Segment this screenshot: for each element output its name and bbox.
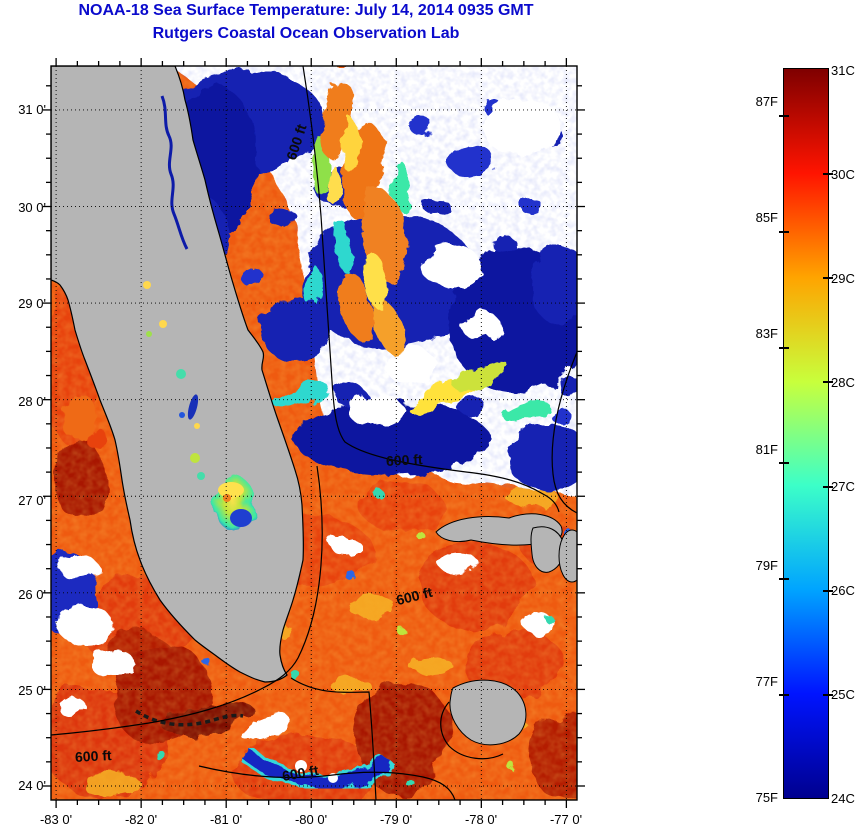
colorbar-c-label: 30C [831,167,855,182]
bahama-banks [435,513,577,746]
contour-label-600ft: 600 ft [74,747,112,765]
map-image-layers [51,66,577,800]
st-johns-river [160,95,189,250]
colorbar-tick-f [779,693,789,696]
colorbar-c-label: 24C [831,791,855,806]
colorbar-f-label: 79F [755,558,778,573]
x-tick-label: -83 0' [39,812,73,827]
ne-color-streaks [271,83,550,421]
colorbar-tick-c [823,693,833,696]
colorbar-f-label: 77F [755,674,778,689]
page-subtitle: Rutgers Coastal Ocean Observation Lab [152,25,460,42]
colorbar-c-label: 29C [831,271,855,286]
colorbar-tick-f [779,462,789,465]
colorbar-tick-f [779,346,789,349]
colorbar-f-label: 83F [755,326,778,341]
x-tick-label: -77 0' [549,812,583,827]
y-tick-label: 28 0' [18,394,46,409]
colorbar-c-label: 28C [831,375,855,390]
colorbar-tick-c [823,277,833,280]
florida-keys [135,709,244,727]
sst-map-svg [43,58,585,808]
y-tick-label: 31 0' [18,102,46,117]
x-tick-label: -78 0' [464,812,498,827]
colorbar-f-label: 81F [755,442,778,457]
contour-label-600ft: 600 ft [385,451,423,469]
x-tick-label: -80 0' [294,812,328,827]
colorbar-tick-f [779,230,789,233]
colorbar-tick-f [779,115,789,118]
y-tick-label: 30 0' [18,200,46,215]
colorbar-tick-f [779,578,789,581]
colorbar-tick-c [823,173,833,176]
colorbar-f-label: 75F [755,790,778,805]
inland-lakes [143,281,205,480]
depth-contours [51,66,577,800]
axes-box [50,65,578,801]
south-clouds-and-specks [51,491,575,788]
colorbar-c-label: 25C [831,687,855,702]
x-tick-label: -82 0' [124,812,158,827]
y-tick-label: 27 0' [18,493,46,508]
colorbar-tick-c [823,381,833,384]
colorbar-tick-c [823,589,833,592]
colorbar-c-label: 26C [831,583,855,598]
page-title: NOAA-18 Sea Surface Temperature: July 14… [78,2,534,19]
colorbar-c-label: 31C [831,63,855,78]
x-tick-label: -79 0' [379,812,413,827]
y-tick-label: 26 0' [18,587,46,602]
colorbar-f-label: 87F [755,94,778,109]
map-clip-group [51,66,577,800]
lake-okeechobee [214,477,256,531]
colorbar-tick-c [823,485,833,488]
sst-map [41,56,587,810]
x-tick-label: -81 0' [209,812,243,827]
colorbar-c-label: 27C [831,479,855,494]
y-tick-label: 29 0' [18,296,46,311]
y-tick-label: 24 0' [18,778,46,793]
tampa-bay [61,396,105,450]
colorbar-f-label: 85F [755,210,778,225]
temperature-colorbar [779,68,833,799]
y-tick-label: 25 0' [18,683,46,698]
axis-ticks [43,58,585,808]
